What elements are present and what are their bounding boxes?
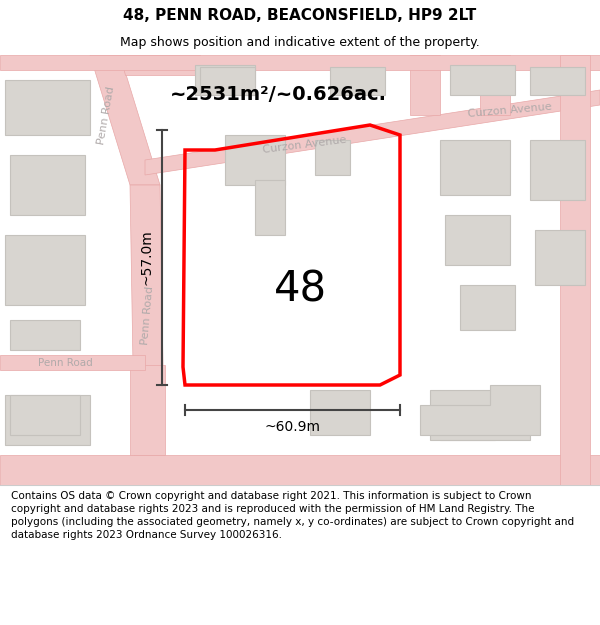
Bar (5, 395, 90, 445)
Bar (5, 80, 90, 135)
Polygon shape (560, 55, 590, 485)
Bar (10, 320, 80, 350)
Text: Penn Road: Penn Road (140, 285, 155, 345)
Bar (255, 180, 285, 235)
Bar (450, 65, 515, 95)
Polygon shape (90, 55, 160, 185)
Text: ~57.0m: ~57.0m (140, 229, 154, 286)
Polygon shape (0, 455, 600, 485)
Bar (445, 215, 510, 265)
Text: Contains OS data © Crown copyright and database right 2021. This information is : Contains OS data © Crown copyright and d… (11, 491, 574, 540)
Text: ~2531m²/~0.626ac.: ~2531m²/~0.626ac. (170, 86, 387, 104)
Text: Penn Road: Penn Road (38, 358, 92, 368)
Text: Penn Road: Penn Road (96, 85, 116, 145)
Text: Curzon Avenue: Curzon Avenue (263, 135, 347, 155)
Bar (195, 65, 255, 95)
Polygon shape (145, 90, 600, 175)
Bar (535, 230, 585, 285)
Bar (440, 395, 495, 440)
Text: 48, PENN ROAD, BEACONSFIELD, HP9 2LT: 48, PENN ROAD, BEACONSFIELD, HP9 2LT (124, 8, 476, 23)
Bar (440, 140, 510, 195)
Polygon shape (130, 185, 165, 485)
Polygon shape (130, 365, 165, 455)
Text: Map shows position and indicative extent of the property.: Map shows position and indicative extent… (120, 36, 480, 49)
Text: 48: 48 (274, 269, 326, 311)
Bar (5, 235, 85, 305)
Bar (225, 135, 285, 185)
Bar (310, 390, 370, 435)
Polygon shape (410, 55, 440, 115)
Polygon shape (120, 55, 200, 75)
Polygon shape (420, 385, 540, 435)
Bar (430, 390, 530, 440)
Text: ~60.9m: ~60.9m (265, 420, 320, 434)
Bar (200, 67, 255, 95)
Text: Curzon Avenue: Curzon Avenue (467, 101, 553, 119)
Bar (315, 140, 350, 175)
Polygon shape (0, 355, 145, 370)
Polygon shape (0, 55, 600, 70)
Bar (10, 395, 80, 435)
Bar (330, 67, 385, 95)
Bar (530, 67, 585, 95)
Bar (460, 285, 515, 330)
Polygon shape (480, 55, 510, 115)
Bar (10, 155, 85, 215)
Bar (530, 140, 585, 200)
